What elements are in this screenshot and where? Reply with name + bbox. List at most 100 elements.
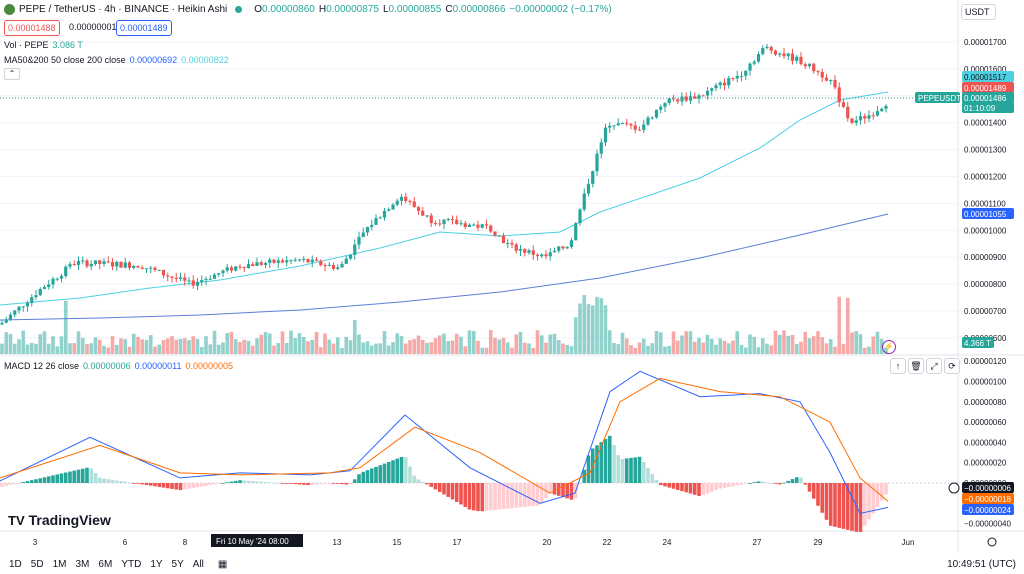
macd-histogram-bar [709,483,714,492]
macd-histogram-bar [531,483,536,507]
sell-button[interactable]: 0.00001488 [4,20,60,36]
volume-bar [769,345,774,354]
macd-line-tag-bg [962,504,1014,515]
volume-bar [216,344,221,354]
volume-bar [114,344,119,354]
volume-bar [4,332,9,354]
candle-body [684,96,688,101]
macd-histogram-bar [620,458,625,483]
pair-label-bg [915,92,960,103]
symbol-title[interactable]: PEPE / TetherUS · 4h · BINANCE · Heikin … [19,3,228,15]
time-tick-label: 6 [123,538,128,547]
price-tick-label: 0.00000900 [964,253,1007,262]
volume-bar [68,343,72,354]
candle-body [433,223,438,225]
volume-bar [38,334,43,354]
candle-body [166,275,170,277]
range-1y[interactable]: 1Y [150,558,163,570]
macd-histogram-bar [518,483,523,508]
candle-body [115,261,119,267]
macd-histogram-bar [680,483,684,492]
candle-body [833,79,837,88]
candle-body [773,50,778,55]
range-all[interactable]: All [192,558,204,570]
candle-body [688,96,693,101]
macd-histogram-bar [484,483,489,511]
candle-body [157,269,161,271]
range-ytd[interactable]: YTD [121,558,142,570]
candle-body [81,260,85,262]
macd-histogram-bar [650,473,655,483]
collapse-legend-icon[interactable]: ⌃ [4,68,20,80]
candle-body [820,72,824,78]
range-3m[interactable]: 3M [75,558,90,570]
candle-body [748,63,752,71]
macd-histogram-bar [34,479,38,483]
candle-body [527,250,531,253]
volume-bar [467,330,472,354]
macd-histogram-bar [803,483,808,485]
range-6m[interactable]: 6M [98,558,113,570]
candle-body [425,215,429,217]
candle-body [476,224,480,228]
volume-bar [21,330,26,354]
candle-body [85,260,89,267]
price-tick-label: 0.00001600 [964,65,1007,74]
macd-histogram-bar [365,470,370,483]
delete-icon[interactable]: 🗑 [908,358,924,374]
candle-body [149,267,153,269]
macd-histogram-bar [488,483,493,511]
macd-histogram-bar [671,483,676,489]
macd-histogram-bar [293,483,298,485]
candle-body [195,282,200,286]
macd-histogram-bar [161,483,166,488]
macd-histogram-bar [174,483,179,490]
volume-legend[interactable]: Vol · PEPE 3.086 T [4,40,83,50]
range-1d[interactable]: 1D [9,558,22,570]
volume-bar [471,330,476,354]
low-value: 0.00000855 [388,3,442,15]
price-tick-label: 0.00001200 [964,173,1007,182]
lightning-icon[interactable]: ⚡ [882,340,896,354]
macd-histogram-bar [663,483,667,487]
time-tick-label: 24 [663,538,672,547]
volume-bar [412,339,417,354]
ma50-line [0,91,889,306]
macd-histogram-bar [463,483,468,507]
candle-body [340,263,344,268]
macd-signal-tag: −0.00000018 [964,495,1011,504]
candle-body [72,264,76,266]
macd-histogram-bar [0,483,4,487]
candle-body [625,123,629,125]
candle-body [263,263,268,265]
volume-bar [221,342,225,354]
date-range-icon[interactable]: ▦ [217,558,228,570]
ma200-price-tag: 0.00001517 [964,73,1007,82]
refresh-icon[interactable]: ⟳ [944,358,960,374]
macd-histogram-bar [442,483,446,495]
candle-body [637,129,642,131]
volume-bar [140,339,145,354]
volume-bar [845,297,850,354]
range-5d[interactable]: 5D [30,558,44,570]
candle-body [59,275,64,279]
candle-body [472,224,476,226]
candle-body [863,116,867,119]
macd-histogram-bar [824,483,829,520]
currency-selector[interactable]: USDT [961,4,996,20]
volume-bar [709,338,714,354]
volume-bar [259,334,264,354]
macd-histogram-bar [182,483,187,490]
time-tick-label: Jun [902,538,915,547]
ma-legend[interactable]: MA50&200 50 close 200 close 0.00000692 0.0… [4,55,229,65]
maximize-pane-icon[interactable]: ⤢ [926,358,942,374]
buy-button[interactable]: 0.00001489 [116,20,172,36]
range-1m[interactable]: 1M [52,558,67,570]
move-up-icon[interactable]: ↑ [890,358,906,374]
candle-body [480,224,484,228]
macd-legend[interactable]: MACD 12 26 close 0.00000006 0.00000011 0.00… [4,361,234,371]
range-5y[interactable]: 5Y [171,558,184,570]
candle-body [76,260,81,265]
candle-body [127,262,132,268]
